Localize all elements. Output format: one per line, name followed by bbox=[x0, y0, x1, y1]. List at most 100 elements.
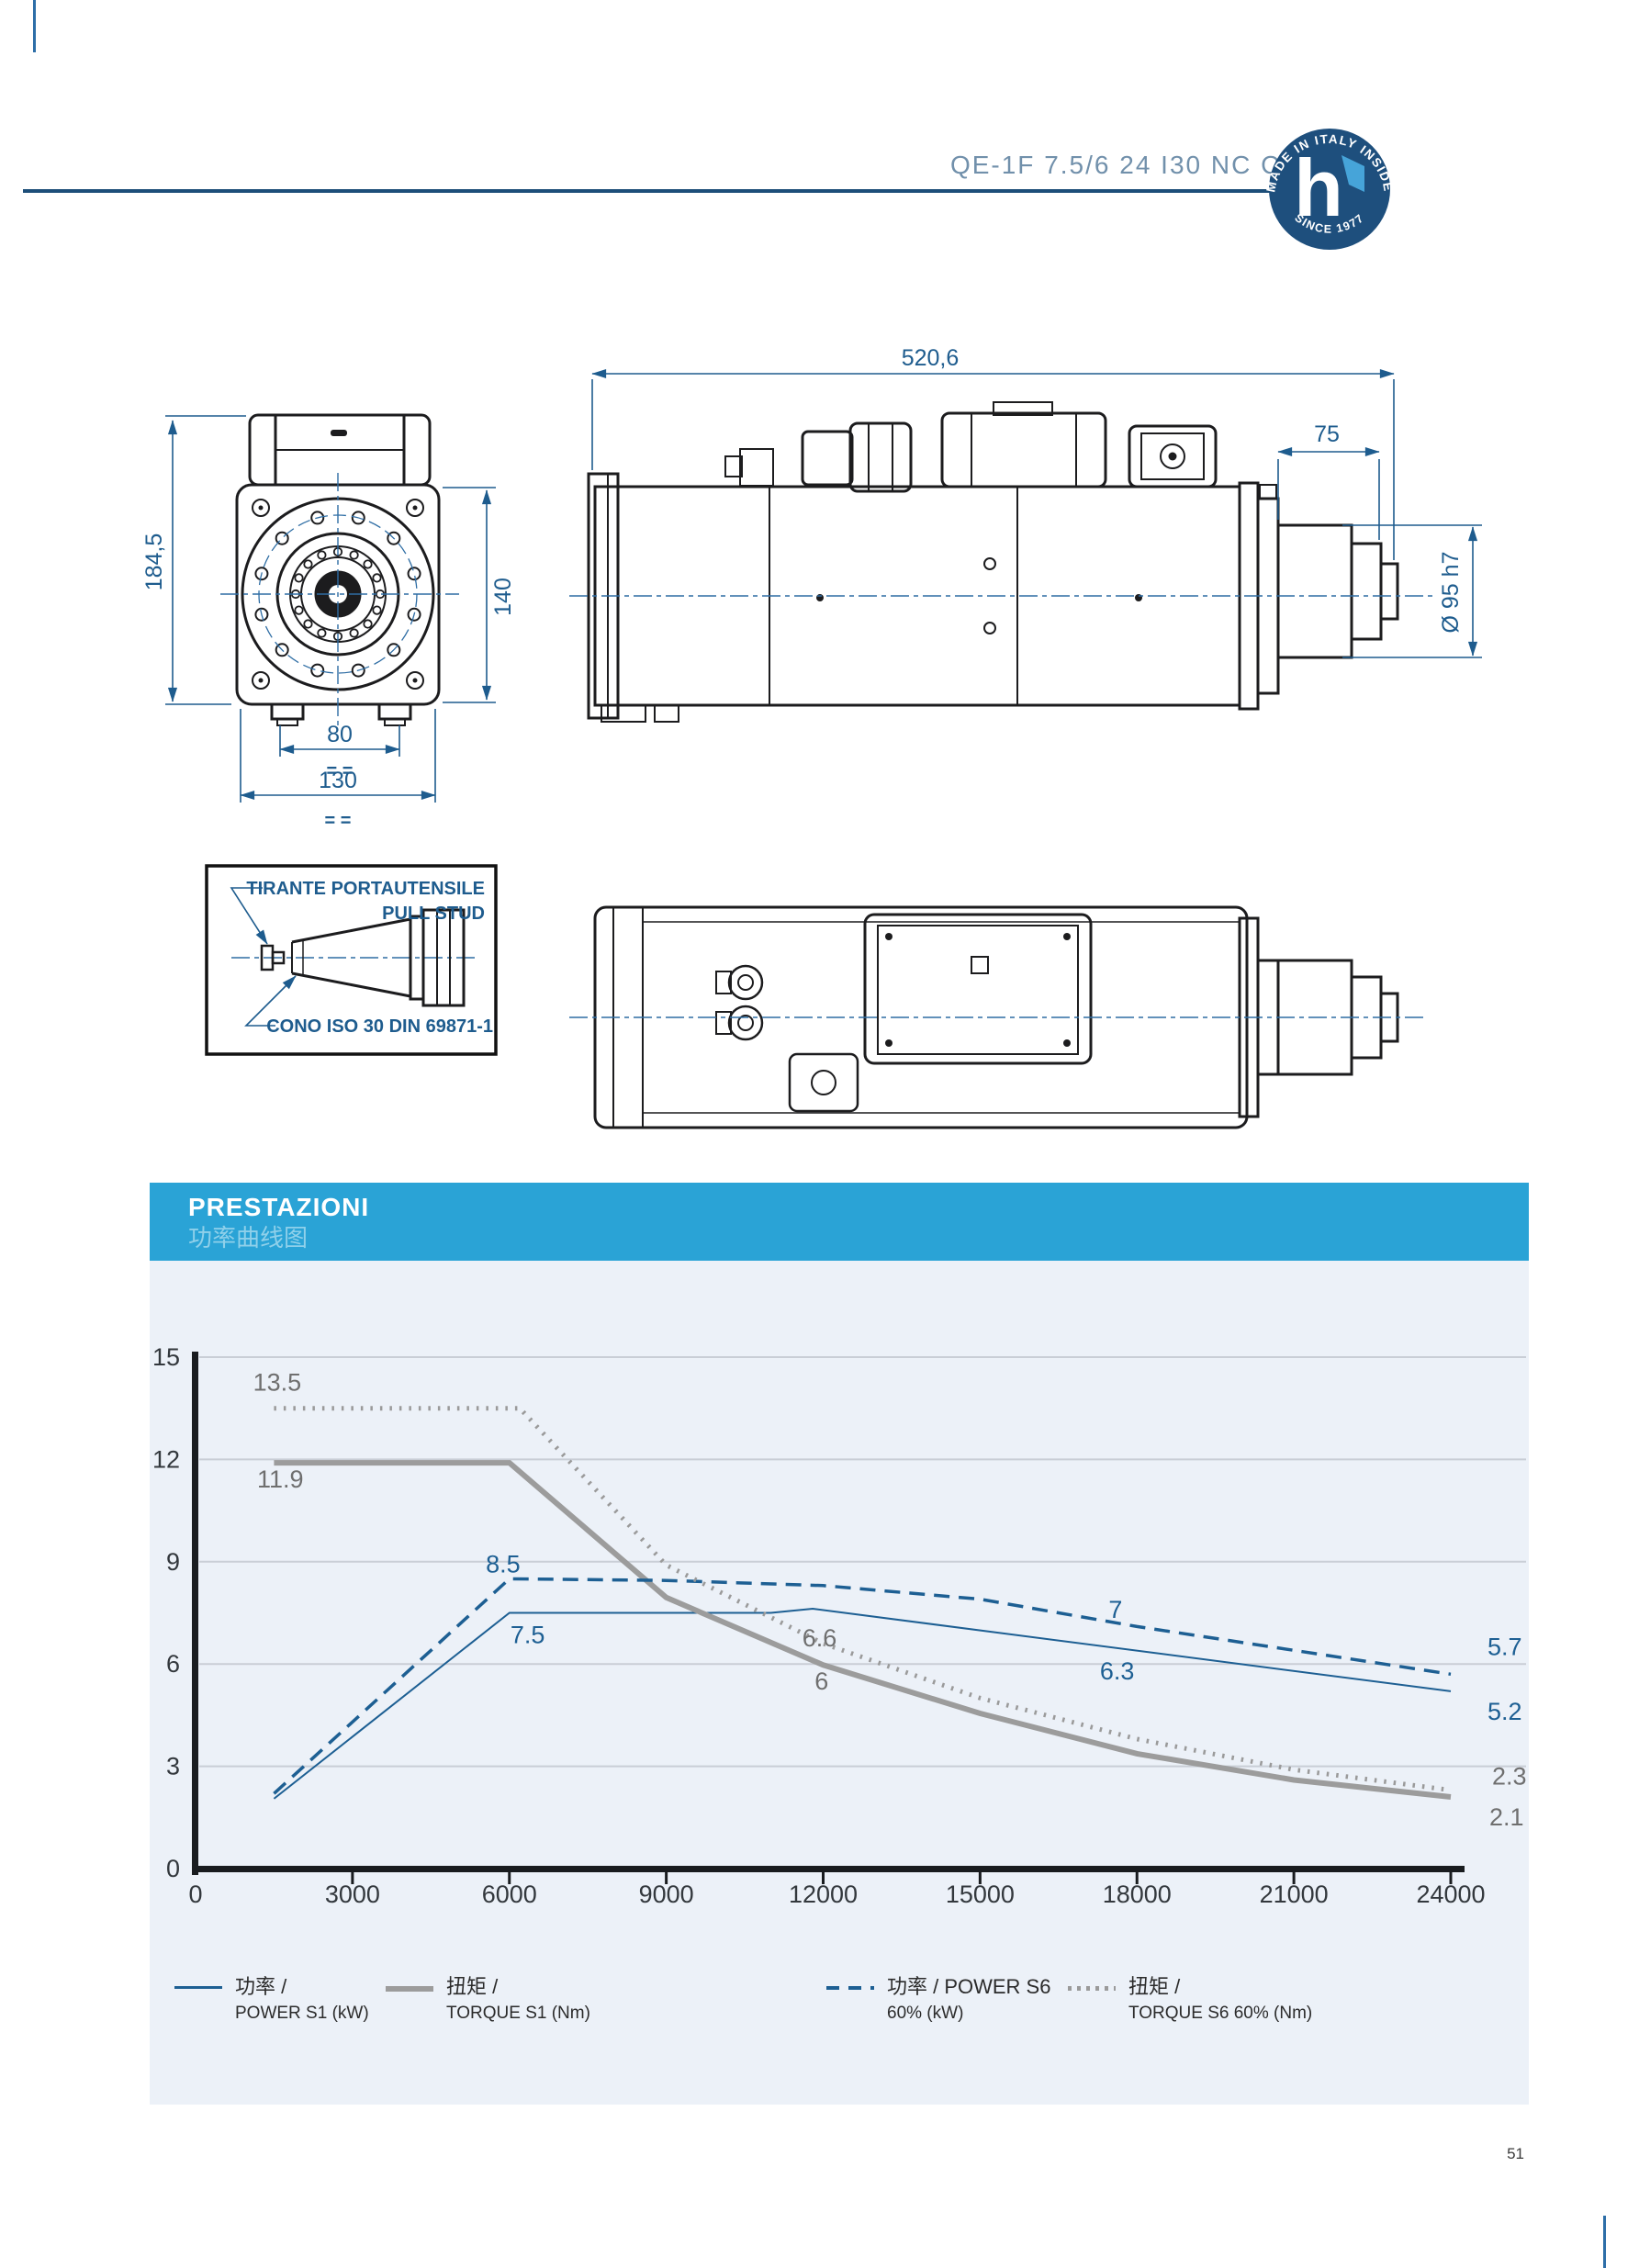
legend-label-zh: 功率 / POWER S6 bbox=[887, 1975, 1051, 1998]
y-tick-label: 12 bbox=[152, 1445, 180, 1473]
dim-flange-width: 130 bbox=[319, 768, 357, 793]
curve-gray-dotted bbox=[274, 1406, 1452, 1793]
y-tick-label: 3 bbox=[166, 1753, 180, 1780]
curve-blue-dashed bbox=[273, 1577, 1452, 1795]
x-tick-label: 3000 bbox=[325, 1881, 380, 1908]
curve-label: 11.9 bbox=[257, 1465, 304, 1493]
equal-marks-80: = = bbox=[327, 761, 354, 781]
bolt-hole bbox=[351, 511, 365, 525]
drive-hole bbox=[372, 605, 382, 615]
front-view-centerlines bbox=[220, 473, 459, 730]
y-axis bbox=[192, 1352, 198, 1875]
bolt-hole bbox=[275, 531, 289, 545]
legend-item-power-s1: 功率 / POWER S1 (kW) bbox=[174, 1974, 369, 2026]
legend-label-en: TORQUE S1 (Nm) bbox=[446, 2003, 590, 2023]
side-view-top-dimensions: 520,6 75 Ø 95 h7 bbox=[591, 345, 1482, 658]
x-tick bbox=[1292, 1872, 1296, 1884]
dim-feet-spacing: 80 bbox=[327, 722, 353, 747]
legend-item-power-s6: 功率 / POWER S6 60% (kW) bbox=[826, 1974, 1050, 2026]
x-tick-label: 24000 bbox=[1416, 1881, 1485, 1908]
legend-swatch-blue-dashed-icon bbox=[826, 1986, 874, 1990]
bolt-hole bbox=[407, 607, 421, 622]
crop-mark-top-left bbox=[33, 0, 36, 52]
performance-panel bbox=[150, 1261, 1529, 2105]
legend-swatch-blue-solid-icon bbox=[174, 1986, 222, 1989]
pull-stud-label-it: TIRANTE PORTAUTENSILE bbox=[246, 879, 485, 899]
side-view-top-drawing bbox=[587, 401, 1399, 723]
crop-mark-bottom-right bbox=[1603, 2216, 1606, 2268]
page-number: 51 bbox=[1507, 2145, 1524, 2162]
legend-label-zh: 扭矩 / bbox=[1128, 1975, 1181, 1998]
drive-hole bbox=[349, 550, 359, 560]
curve-label: 6.3 bbox=[1100, 1657, 1135, 1685]
badge-letter: h bbox=[1294, 142, 1343, 233]
bolt-hole bbox=[310, 511, 325, 525]
drive-hole bbox=[317, 550, 327, 560]
x-tick bbox=[665, 1872, 668, 1884]
bolt-hole bbox=[254, 607, 269, 622]
dim-shaft-diameter: Ø 95 h7 bbox=[1438, 552, 1464, 634]
pull-stud-label-en: PULL STUD bbox=[382, 904, 485, 924]
drive-hole bbox=[317, 628, 327, 638]
curve-gray-solid bbox=[274, 1460, 1452, 1800]
x-tick bbox=[508, 1872, 511, 1884]
front-view-dimensions: 184,5 140 80 = = 130 = = bbox=[141, 415, 516, 831]
curve-label: 7.5 bbox=[511, 1622, 545, 1649]
bolt-hole bbox=[387, 531, 401, 545]
drive-hole bbox=[363, 559, 373, 569]
bolt-hole bbox=[275, 643, 289, 657]
drive-hole bbox=[303, 619, 313, 629]
equal-marks-130: = = bbox=[325, 811, 352, 831]
curve-blue-solid bbox=[273, 1607, 1452, 1800]
dim-total-height: 184,5 bbox=[141, 533, 167, 591]
legend-label-en: 60% (kW) bbox=[887, 2003, 964, 2023]
legend-label-zh: 功率 / bbox=[235, 1975, 287, 1998]
section-title: PRESTAZIONI bbox=[188, 1193, 370, 1221]
curve-label: 2.1 bbox=[1489, 1803, 1524, 1831]
x-tick bbox=[822, 1872, 825, 1884]
curve-label: 13.5 bbox=[253, 1369, 302, 1397]
tool-holder-detail: TIRANTE PORTAUTENSILE PULL STUD CONO ISO… bbox=[205, 864, 498, 1056]
x-tick-label: 18000 bbox=[1103, 1881, 1172, 1908]
bolt-hole bbox=[254, 567, 269, 581]
badge-flag-icon bbox=[1342, 155, 1364, 192]
x-tick bbox=[351, 1872, 354, 1884]
x-axis bbox=[192, 1866, 1465, 1872]
x-tick-label: 9000 bbox=[639, 1881, 694, 1908]
legend-label-zh: 扭矩 / bbox=[446, 1975, 499, 1998]
performance-title-bar bbox=[150, 1183, 1529, 1261]
header-rule bbox=[23, 189, 1321, 193]
x-tick-label: 21000 bbox=[1260, 1881, 1329, 1908]
curve-label: 5.7 bbox=[1487, 1633, 1522, 1660]
dim-total-length: 520,6 bbox=[902, 345, 960, 371]
drive-hole bbox=[294, 573, 304, 583]
x-tick-label: 6000 bbox=[482, 1881, 537, 1908]
curve-label: 5.2 bbox=[1487, 1698, 1522, 1725]
legend-label-en: TORQUE S6 60% (Nm) bbox=[1128, 2003, 1313, 2023]
curve-label: 8.5 bbox=[486, 1550, 521, 1577]
dim-flange-height: 140 bbox=[490, 578, 516, 616]
y-tick-label: 6 bbox=[166, 1650, 180, 1678]
legend-item-torque-s1: 扭矩 / TORQUE S1 (Nm) bbox=[386, 1974, 590, 2026]
bolt-hole bbox=[351, 663, 365, 678]
legend-label-en: POWER S1 (kW) bbox=[235, 2003, 369, 2023]
y-tick-label: 0 bbox=[166, 1855, 180, 1882]
section-subtitle: 功率曲线图 bbox=[188, 1224, 309, 1252]
y-tick-label: 15 bbox=[152, 1343, 180, 1371]
page-title: QE-1F 7.5/6 24 I30 NC CB bbox=[949, 151, 1300, 179]
bolt-hole bbox=[310, 663, 325, 678]
curve-label: 2.3 bbox=[1492, 1763, 1527, 1791]
x-tick bbox=[978, 1872, 982, 1884]
taper-label: CONO ISO 30 DIN 69871-1 bbox=[266, 1016, 493, 1037]
drive-hole bbox=[303, 559, 313, 569]
drive-hole bbox=[349, 628, 359, 638]
performance-section-title: PRESTAZIONI 功率曲线图 bbox=[188, 1193, 369, 1252]
legend-swatch-gray-solid-icon bbox=[386, 1986, 433, 1992]
curve-label: 7 bbox=[1108, 1596, 1122, 1623]
curve-label: 6 bbox=[814, 1667, 828, 1695]
bolt-hole bbox=[387, 643, 401, 657]
drive-hole bbox=[294, 605, 304, 615]
x-tick-label: 0 bbox=[188, 1881, 202, 1908]
